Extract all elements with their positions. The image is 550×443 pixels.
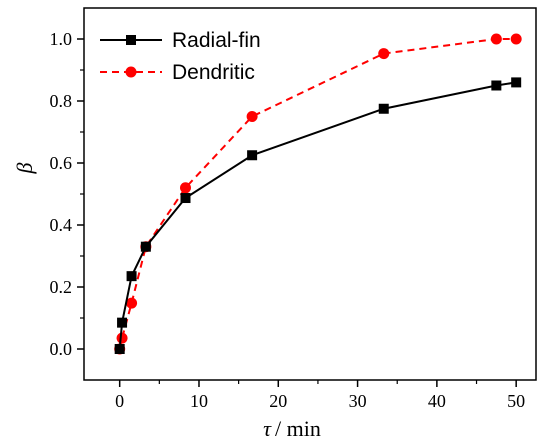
data-point bbox=[126, 297, 138, 309]
plot-frame bbox=[83, 7, 537, 381]
y-axis-title: β bbox=[12, 162, 37, 174]
data-point bbox=[378, 103, 389, 114]
x-tick-label: 20 bbox=[269, 391, 287, 411]
data-point bbox=[114, 344, 125, 354]
series-radial-fin bbox=[114, 77, 522, 354]
data-point bbox=[490, 33, 502, 45]
x-tick-label: 40 bbox=[428, 391, 446, 411]
x-tick-label: 50 bbox=[507, 391, 525, 411]
data-point bbox=[117, 317, 128, 328]
data-point bbox=[180, 193, 191, 204]
legend-item: Radial-fin bbox=[100, 29, 261, 52]
series-layer bbox=[114, 33, 522, 355]
x-tick-label: 0 bbox=[115, 391, 124, 411]
legend: Radial-fin Dendritic bbox=[100, 29, 261, 84]
x-axis-symbol: τ bbox=[263, 416, 272, 441]
plot-border bbox=[83, 7, 537, 381]
x-tick-label: 10 bbox=[190, 391, 208, 411]
x-axis-title: τ / min bbox=[263, 416, 321, 441]
y-tick-label: 0.0 bbox=[50, 339, 73, 359]
y-tick-label: 0.8 bbox=[50, 91, 73, 111]
data-point bbox=[140, 241, 151, 252]
data-point bbox=[247, 150, 258, 161]
y-tick-label: 0.2 bbox=[50, 277, 73, 297]
data-point bbox=[116, 332, 128, 344]
y-axis-ticks: 0.0 0.2 0.4 0.6 0.8 1.0 bbox=[50, 29, 84, 359]
series-line bbox=[118, 38, 517, 350]
y-tick-label: 0.4 bbox=[50, 215, 73, 235]
x-tick-label: 30 bbox=[349, 391, 367, 411]
legend-marker bbox=[126, 35, 136, 45]
data-point bbox=[246, 111, 258, 122]
x-axis-unit: / min bbox=[275, 416, 321, 441]
series-line bbox=[118, 81, 517, 350]
data-point bbox=[491, 80, 502, 91]
legend-label: Dendritic bbox=[172, 61, 255, 84]
legend-item: Dendritic bbox=[100, 61, 255, 84]
legend-marker bbox=[125, 66, 137, 78]
data-point bbox=[510, 33, 522, 45]
data-point bbox=[511, 77, 522, 88]
x-axis-ticks: 0 10 20 30 40 50 bbox=[115, 380, 525, 411]
data-point bbox=[180, 182, 192, 194]
data-point bbox=[126, 271, 137, 282]
y-tick-label: 1.0 bbox=[50, 29, 73, 49]
y-tick-label: 0.6 bbox=[50, 153, 73, 173]
legend-label: Radial-fin bbox=[172, 29, 261, 52]
data-point bbox=[378, 48, 390, 60]
